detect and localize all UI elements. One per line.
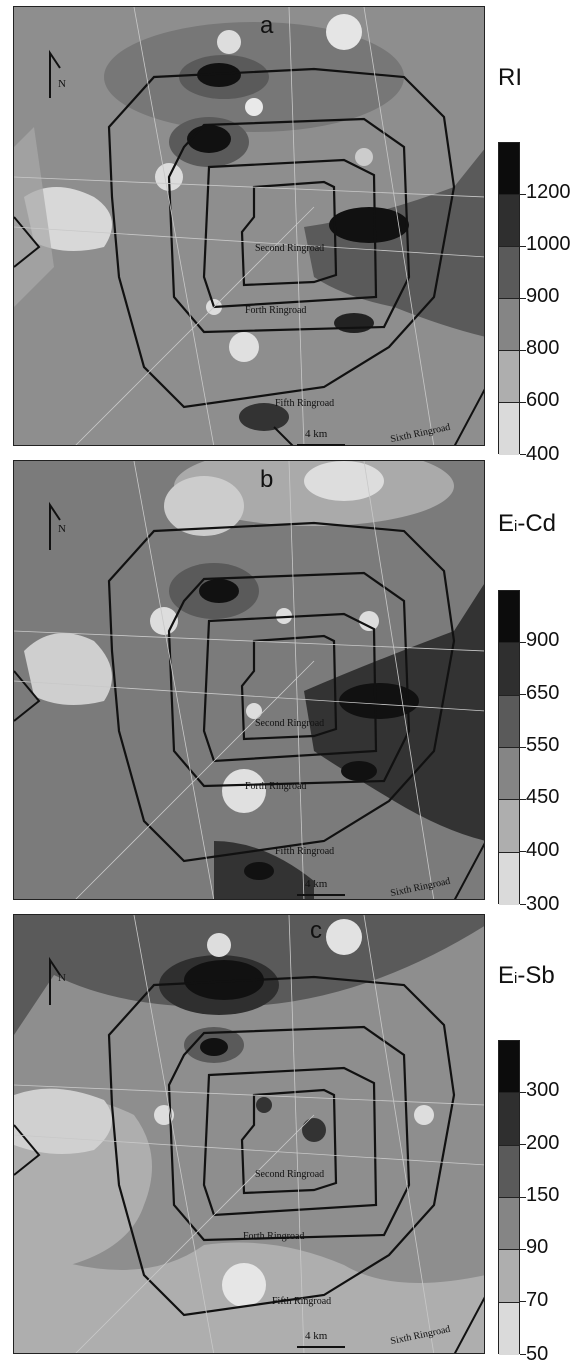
legend-tick xyxy=(520,297,526,299)
legend-swatch xyxy=(499,591,519,644)
map-panel-c xyxy=(13,914,485,1354)
legend-tick xyxy=(520,746,526,748)
legend-tick xyxy=(520,641,526,643)
legend-swatch xyxy=(499,800,519,853)
legend-swatch xyxy=(499,1250,519,1303)
legend-tick xyxy=(520,798,526,800)
legend-label: 400 xyxy=(526,838,560,861)
legend-tick xyxy=(520,1144,526,1146)
legend-label: 1200 xyxy=(526,181,571,203)
legend-swatch xyxy=(499,351,519,403)
label-fifth-ringroad-b: Fifth Ringroad xyxy=(275,846,335,857)
legend-b xyxy=(498,590,520,905)
label-forth-ringroad-a: Forth Ringroad xyxy=(245,305,307,316)
map-panel-a xyxy=(13,6,485,446)
legend-tick xyxy=(520,851,526,853)
legend-label: 600 xyxy=(526,389,560,411)
panel-title-c: Ei-Sb xyxy=(498,962,555,989)
legend-swatch xyxy=(499,747,519,801)
legend-label: 900 xyxy=(526,629,560,652)
legend-a xyxy=(498,142,520,455)
label-second-ringroad-b: Second Ringroad xyxy=(255,718,325,729)
legend-label: 550 xyxy=(526,734,560,756)
legend-label: 450 xyxy=(526,786,560,809)
legend-swatch xyxy=(499,299,519,351)
contour-map-b xyxy=(14,461,484,899)
legend-tick xyxy=(520,245,526,247)
scale-label-b: 4 km xyxy=(305,878,328,890)
north-label-a: N xyxy=(58,78,66,90)
legend-label: 70 xyxy=(526,1288,549,1311)
legend-tick xyxy=(520,1353,526,1355)
label-fifth-ringroad-c: Fifth Ringroad xyxy=(272,1296,332,1307)
legend-swatch xyxy=(499,643,519,696)
label-forth-ringroad-b: Forth Ringroad xyxy=(245,781,307,792)
north-arrow-icon-a xyxy=(49,49,61,98)
legend-tick xyxy=(520,694,526,696)
north-label-c: N xyxy=(58,972,66,984)
legend-c xyxy=(498,1040,520,1355)
legend-tick xyxy=(520,453,526,455)
panel-letter-a: a xyxy=(260,12,274,39)
legend-tick xyxy=(520,1196,526,1198)
legend-swatch xyxy=(499,1093,519,1146)
panel-title-b: Ei-Cd xyxy=(498,510,557,537)
map-panel-b xyxy=(13,460,485,900)
legend-label: 800 xyxy=(526,337,560,359)
legend-tick xyxy=(520,903,526,905)
panel-letter-b: b xyxy=(260,466,274,493)
scale-label-c: 4 km xyxy=(305,1330,328,1342)
label-second-ringroad-a: Second Ringroad xyxy=(255,243,325,254)
legend-swatch xyxy=(499,403,519,455)
legend-swatch xyxy=(499,195,519,247)
north-label-b: N xyxy=(58,523,66,535)
legend-swatch xyxy=(499,247,519,299)
legend-tick xyxy=(520,349,526,351)
scale-bar-b xyxy=(297,894,345,896)
contour-map-a xyxy=(14,7,484,445)
north-arrow-icon-c xyxy=(49,956,61,1005)
panel-title-a: RI xyxy=(498,64,522,91)
legend-label: 300 xyxy=(526,893,560,915)
legend-tick xyxy=(520,1301,526,1303)
panel-letter-c: c xyxy=(310,917,322,944)
label-forth-ringroad-c: Forth Ringroad xyxy=(243,1231,305,1242)
legend-swatch xyxy=(499,1197,519,1251)
legend-label: 50 xyxy=(526,1343,549,1365)
legend-swatch xyxy=(499,1302,519,1355)
legend-tick xyxy=(520,193,526,195)
legend-tick xyxy=(520,401,526,403)
scale-bar-c xyxy=(297,1346,345,1348)
scale-bar-a xyxy=(297,444,345,446)
legend-swatch xyxy=(499,695,519,748)
contour-map-c xyxy=(14,915,484,1353)
legend-label: 200 xyxy=(526,1131,560,1154)
north-arrow-icon-b xyxy=(49,501,61,550)
legend-label: 1000 xyxy=(526,233,571,255)
legend-tick xyxy=(520,1091,526,1093)
legend-label: 300 xyxy=(526,1079,560,1102)
legend-swatch xyxy=(499,143,519,195)
label-fifth-ringroad-a: Fifth Ringroad xyxy=(275,398,335,409)
label-second-ringroad-c: Second Ringroad xyxy=(255,1169,325,1180)
legend-label: 900 xyxy=(526,285,560,307)
legend-tick xyxy=(520,1248,526,1250)
scale-label-a: 4 km xyxy=(305,428,328,440)
legend-swatch xyxy=(499,1041,519,1094)
legend-label: 90 xyxy=(526,1236,549,1259)
legend-label: 650 xyxy=(526,681,560,704)
legend-swatch xyxy=(499,1145,519,1198)
legend-label: 150 xyxy=(526,1184,560,1206)
legend-label: 400 xyxy=(526,443,560,465)
legend-swatch xyxy=(499,852,519,905)
